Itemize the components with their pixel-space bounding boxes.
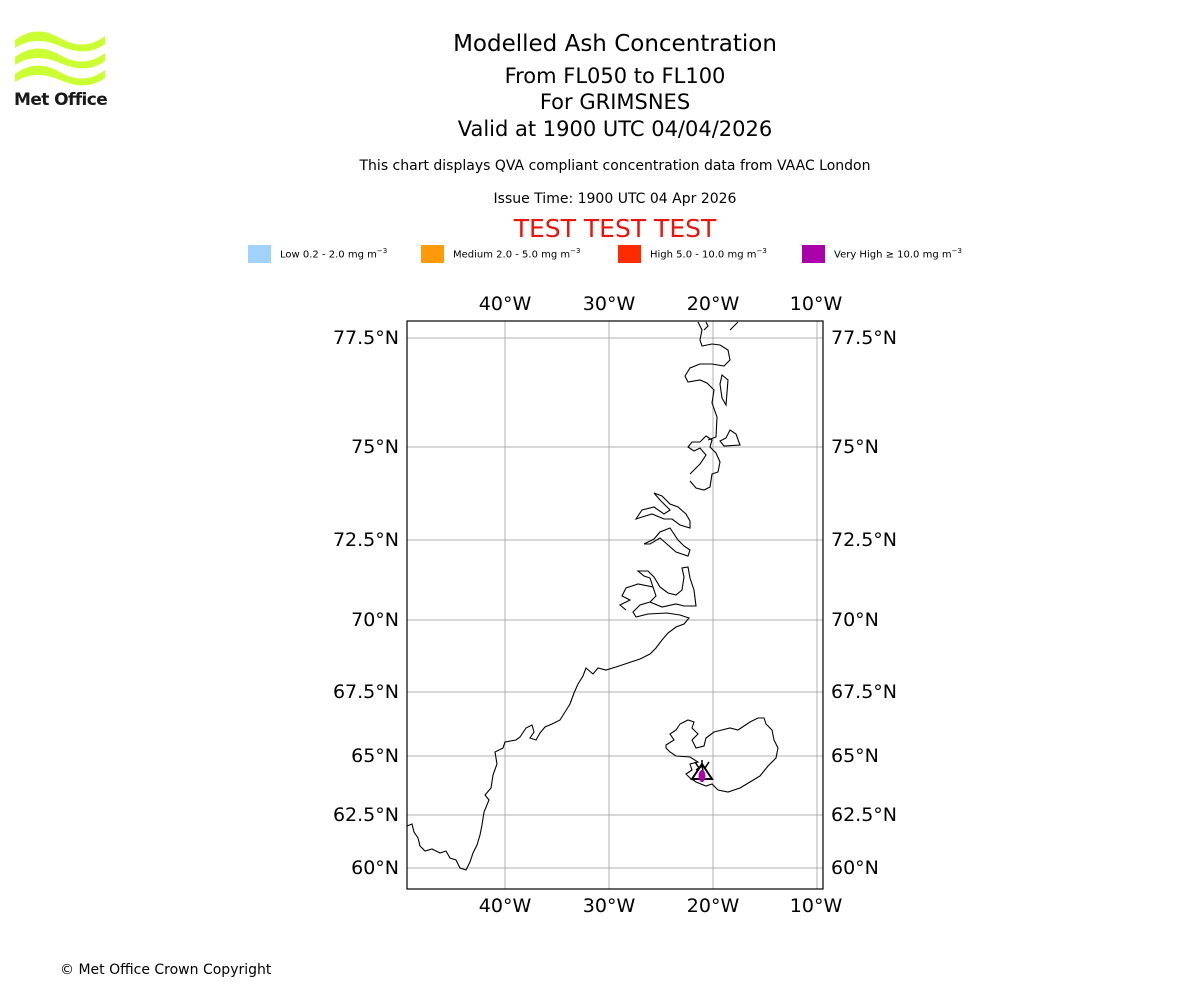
flight-level-range: From FL050 to FL100	[504, 64, 726, 88]
ash-plume-very-high	[698, 770, 706, 782]
lat-label-right-65n: 65°N	[831, 745, 879, 767]
lat-label-left-75n: 75°N	[351, 436, 399, 458]
legend-swatch-high	[618, 245, 641, 263]
issue-time: Issue Time: 1900 UTC 04 Apr 2026	[493, 191, 737, 207]
legend-swatch-low	[248, 245, 271, 263]
legend-label-low: Low 0.2 - 2.0 mg m	[280, 249, 377, 261]
legend-label-medium: Medium 2.0 - 5.0 mg m	[453, 249, 571, 261]
lon-label-bottom-40w: 40°W	[479, 895, 532, 917]
met-office-wave-icon	[15, 31, 105, 86]
legend-swatch-medium	[421, 245, 444, 263]
lat-label-right-70n: 70°N	[831, 609, 879, 631]
coastline-iceland	[665, 717, 779, 793]
lat-label-right-72-5n: 72.5°N	[831, 529, 897, 551]
met-office-logo-text: Met Office	[14, 90, 108, 110]
lat-label-left-60n: 60°N	[351, 857, 399, 879]
lat-label-left-62-5n: 62.5°N	[333, 804, 399, 826]
lat-label-left-72-5n: 72.5°N	[333, 529, 399, 551]
coastline-greenland	[406, 321, 741, 871]
lat-label-left-67-5n: 67.5°N	[333, 681, 399, 703]
lon-label-top-30w: 30°W	[583, 293, 636, 315]
lat-label-right-60n: 60°N	[831, 857, 879, 879]
map-gridlines	[407, 321, 823, 889]
met-office-logo: Met Office	[14, 30, 108, 114]
lat-label-right-67-5n: 67.5°N	[831, 681, 897, 703]
lon-label-top-10w: 10°W	[790, 293, 843, 315]
legend-item-very-high: Very High ≥ 10.0 mg m−3	[802, 245, 962, 263]
lat-label-right-77-5n: 77.5°N	[831, 327, 897, 349]
legend-swatch-very-high	[802, 245, 825, 263]
lat-label-left-70n: 70°N	[351, 609, 399, 631]
copyright-notice: © Met Office Crown Copyright	[60, 962, 272, 978]
chart-title: Modelled Ash Concentration	[453, 31, 777, 57]
legend-item-medium: Medium 2.0 - 5.0 mg m−3	[421, 245, 580, 263]
legend-item-low: Low 0.2 - 2.0 mg m−3	[248, 245, 387, 263]
lat-label-left-65n: 65°N	[351, 745, 399, 767]
lat-label-right-62-5n: 62.5°N	[831, 804, 897, 826]
lon-label-top-40w: 40°W	[479, 293, 532, 315]
lon-label-bottom-30w: 30°W	[583, 895, 636, 917]
lon-label-top-20w: 20°W	[687, 293, 740, 315]
legend-item-high: High 5.0 - 10.0 mg m−3	[618, 245, 767, 263]
test-banner: TEST TEST TEST	[513, 214, 717, 243]
legend-label-high: High 5.0 - 10.0 mg m	[650, 249, 757, 261]
lon-label-bottom-10w: 10°W	[790, 895, 843, 917]
lat-label-left-77-5n: 77.5°N	[333, 327, 399, 349]
lat-label-right-75n: 75°N	[831, 436, 879, 458]
lon-label-bottom-20w: 20°W	[687, 895, 740, 917]
volcano-name: For GRIMSNES	[539, 90, 691, 114]
map-frame	[406, 320, 824, 890]
chart-description: This chart displays QVA compliant concen…	[359, 158, 871, 174]
legend-label-very-high: Very High ≥ 10.0 mg m	[834, 249, 952, 261]
valid-time: Valid at 1900 UTC 04/04/2026	[457, 117, 773, 141]
